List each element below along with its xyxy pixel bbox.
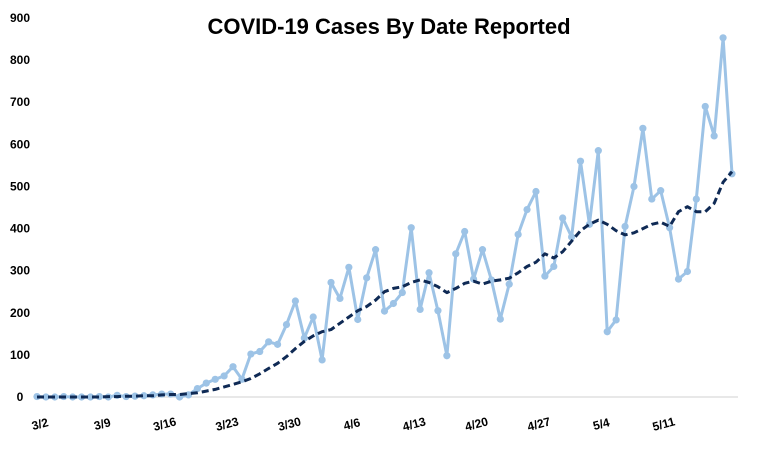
data-point — [300, 334, 308, 342]
data-point — [389, 299, 397, 308]
y-tick-label: 200 — [10, 306, 30, 320]
data-point — [363, 274, 371, 282]
y-tick-label: 600 — [10, 137, 30, 151]
data-point — [282, 320, 291, 329]
data-point — [568, 233, 576, 241]
data-point — [576, 157, 585, 165]
data-point — [407, 224, 415, 232]
x-tick-label: 4/13 — [401, 414, 427, 434]
data-point — [256, 347, 264, 356]
data-point — [532, 187, 540, 196]
series-line-average — [37, 170, 734, 399]
x-tick-label: 3/23 — [214, 414, 240, 434]
data-point — [452, 250, 460, 258]
y-tick-label: 300 — [10, 264, 30, 278]
x-tick-label: 3/9 — [92, 415, 112, 433]
data-point — [550, 262, 558, 271]
data-point — [327, 278, 335, 287]
data-point — [371, 246, 380, 254]
data-point — [559, 214, 567, 222]
data-point — [345, 263, 353, 271]
data-point — [336, 294, 344, 303]
data-point — [683, 267, 692, 276]
series-line-daily — [36, 36, 734, 399]
x-tick-label: 3/16 — [152, 414, 178, 434]
x-tick-label: 4/27 — [526, 414, 552, 434]
data-point — [131, 392, 139, 400]
data-point — [86, 393, 95, 401]
data-point — [594, 147, 602, 155]
data-point — [639, 124, 647, 132]
data-point — [291, 297, 299, 305]
data-point — [211, 375, 219, 383]
data-point — [674, 275, 683, 283]
data-point — [247, 350, 255, 358]
y-tick-label: 500 — [10, 179, 30, 193]
data-point — [603, 328, 611, 336]
data-point — [612, 316, 620, 324]
data-point — [140, 392, 148, 400]
data-point — [505, 280, 513, 288]
data-point — [273, 340, 282, 348]
data-point — [398, 288, 406, 297]
y-tick-label: 100 — [10, 348, 30, 362]
data-point — [354, 315, 362, 324]
data-point — [220, 372, 228, 380]
data-point — [523, 206, 531, 214]
data-point — [193, 384, 201, 393]
y-tick-label: 900 — [10, 11, 30, 25]
data-point — [202, 379, 210, 387]
y-tick-label: 800 — [10, 53, 30, 67]
data-point — [42, 393, 50, 401]
data-point — [648, 195, 656, 203]
data-point — [309, 313, 317, 321]
x-tick-label: 5/4 — [591, 415, 611, 433]
x-tick-label: 4/20 — [463, 414, 489, 434]
data-point — [478, 246, 487, 254]
data-point — [719, 34, 727, 42]
y-tick-label: 400 — [10, 222, 30, 236]
x-tick-label: 3/30 — [276, 414, 302, 434]
data-point — [692, 195, 700, 203]
data-point — [701, 102, 709, 111]
y-tick-label: 700 — [10, 95, 30, 109]
x-tick-label: 3/2 — [30, 415, 50, 433]
chart-title: COVID-19 Cases By Date Reported — [207, 14, 571, 39]
data-point — [416, 305, 424, 314]
data-point — [380, 307, 389, 315]
x-tick-label: 5/11 — [651, 414, 677, 433]
data-point — [710, 132, 718, 140]
data-point — [514, 230, 522, 239]
data-point — [265, 338, 273, 346]
y-tick-label: 0 — [17, 390, 24, 404]
data-point — [541, 272, 549, 280]
data-point — [461, 227, 469, 236]
data-point — [496, 315, 504, 323]
data-point — [434, 307, 442, 315]
data-point — [425, 269, 433, 277]
data-point — [657, 187, 665, 195]
data-point — [229, 363, 237, 371]
data-point — [443, 352, 451, 360]
data-point — [630, 182, 638, 191]
x-tick-label: 4/6 — [342, 415, 362, 433]
data-point — [621, 222, 629, 231]
data-point — [318, 356, 326, 364]
